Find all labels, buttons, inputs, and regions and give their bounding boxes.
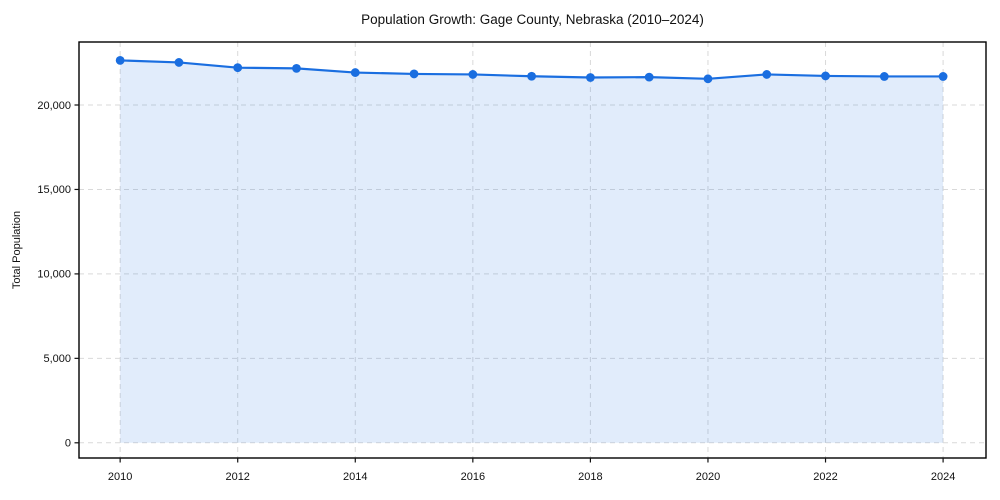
y-tick-label: 5,000: [43, 353, 71, 365]
x-tick-label: 2024: [931, 471, 955, 483]
data-point-2017: [527, 71, 537, 81]
x-tick-label: 2022: [813, 471, 837, 483]
x-tick-label: 2020: [696, 471, 720, 483]
plot-border: [78, 41, 987, 459]
data-point-2015: [409, 69, 419, 79]
data-point-2014: [350, 68, 360, 77]
data-point-2016: [468, 70, 478, 79]
data-point-2023: [879, 72, 889, 81]
data-point-2021: [762, 70, 772, 79]
data-point-2020: [703, 74, 713, 84]
area-fill: [120, 60, 944, 443]
data-point-2010: [115, 56, 125, 65]
x-tick-label: 2018: [578, 471, 602, 483]
x-tick-label: 2014: [343, 471, 367, 483]
y-tick-label: 15,000: [37, 184, 71, 196]
data-point-2024: [938, 72, 948, 81]
data-point-2019: [644, 72, 654, 82]
data-point-2011: [174, 58, 184, 67]
y-tick-label: 20,000: [37, 100, 71, 112]
data-point-2012: [233, 63, 243, 73]
y-tick-label: 0: [65, 438, 71, 450]
x-tick-label: 2010: [108, 471, 132, 483]
data-point-2013: [292, 63, 301, 73]
x-tick-label: 2012: [225, 471, 249, 483]
data-point-2022: [821, 71, 830, 81]
chart-title: Population Growth: Gage County, Nebraska…: [361, 12, 704, 27]
plot-background: [79, 42, 986, 458]
x-tick-label: 2016: [461, 471, 485, 483]
data-point-2018: [585, 73, 595, 82]
y-tick-label: 10,000: [37, 269, 71, 281]
